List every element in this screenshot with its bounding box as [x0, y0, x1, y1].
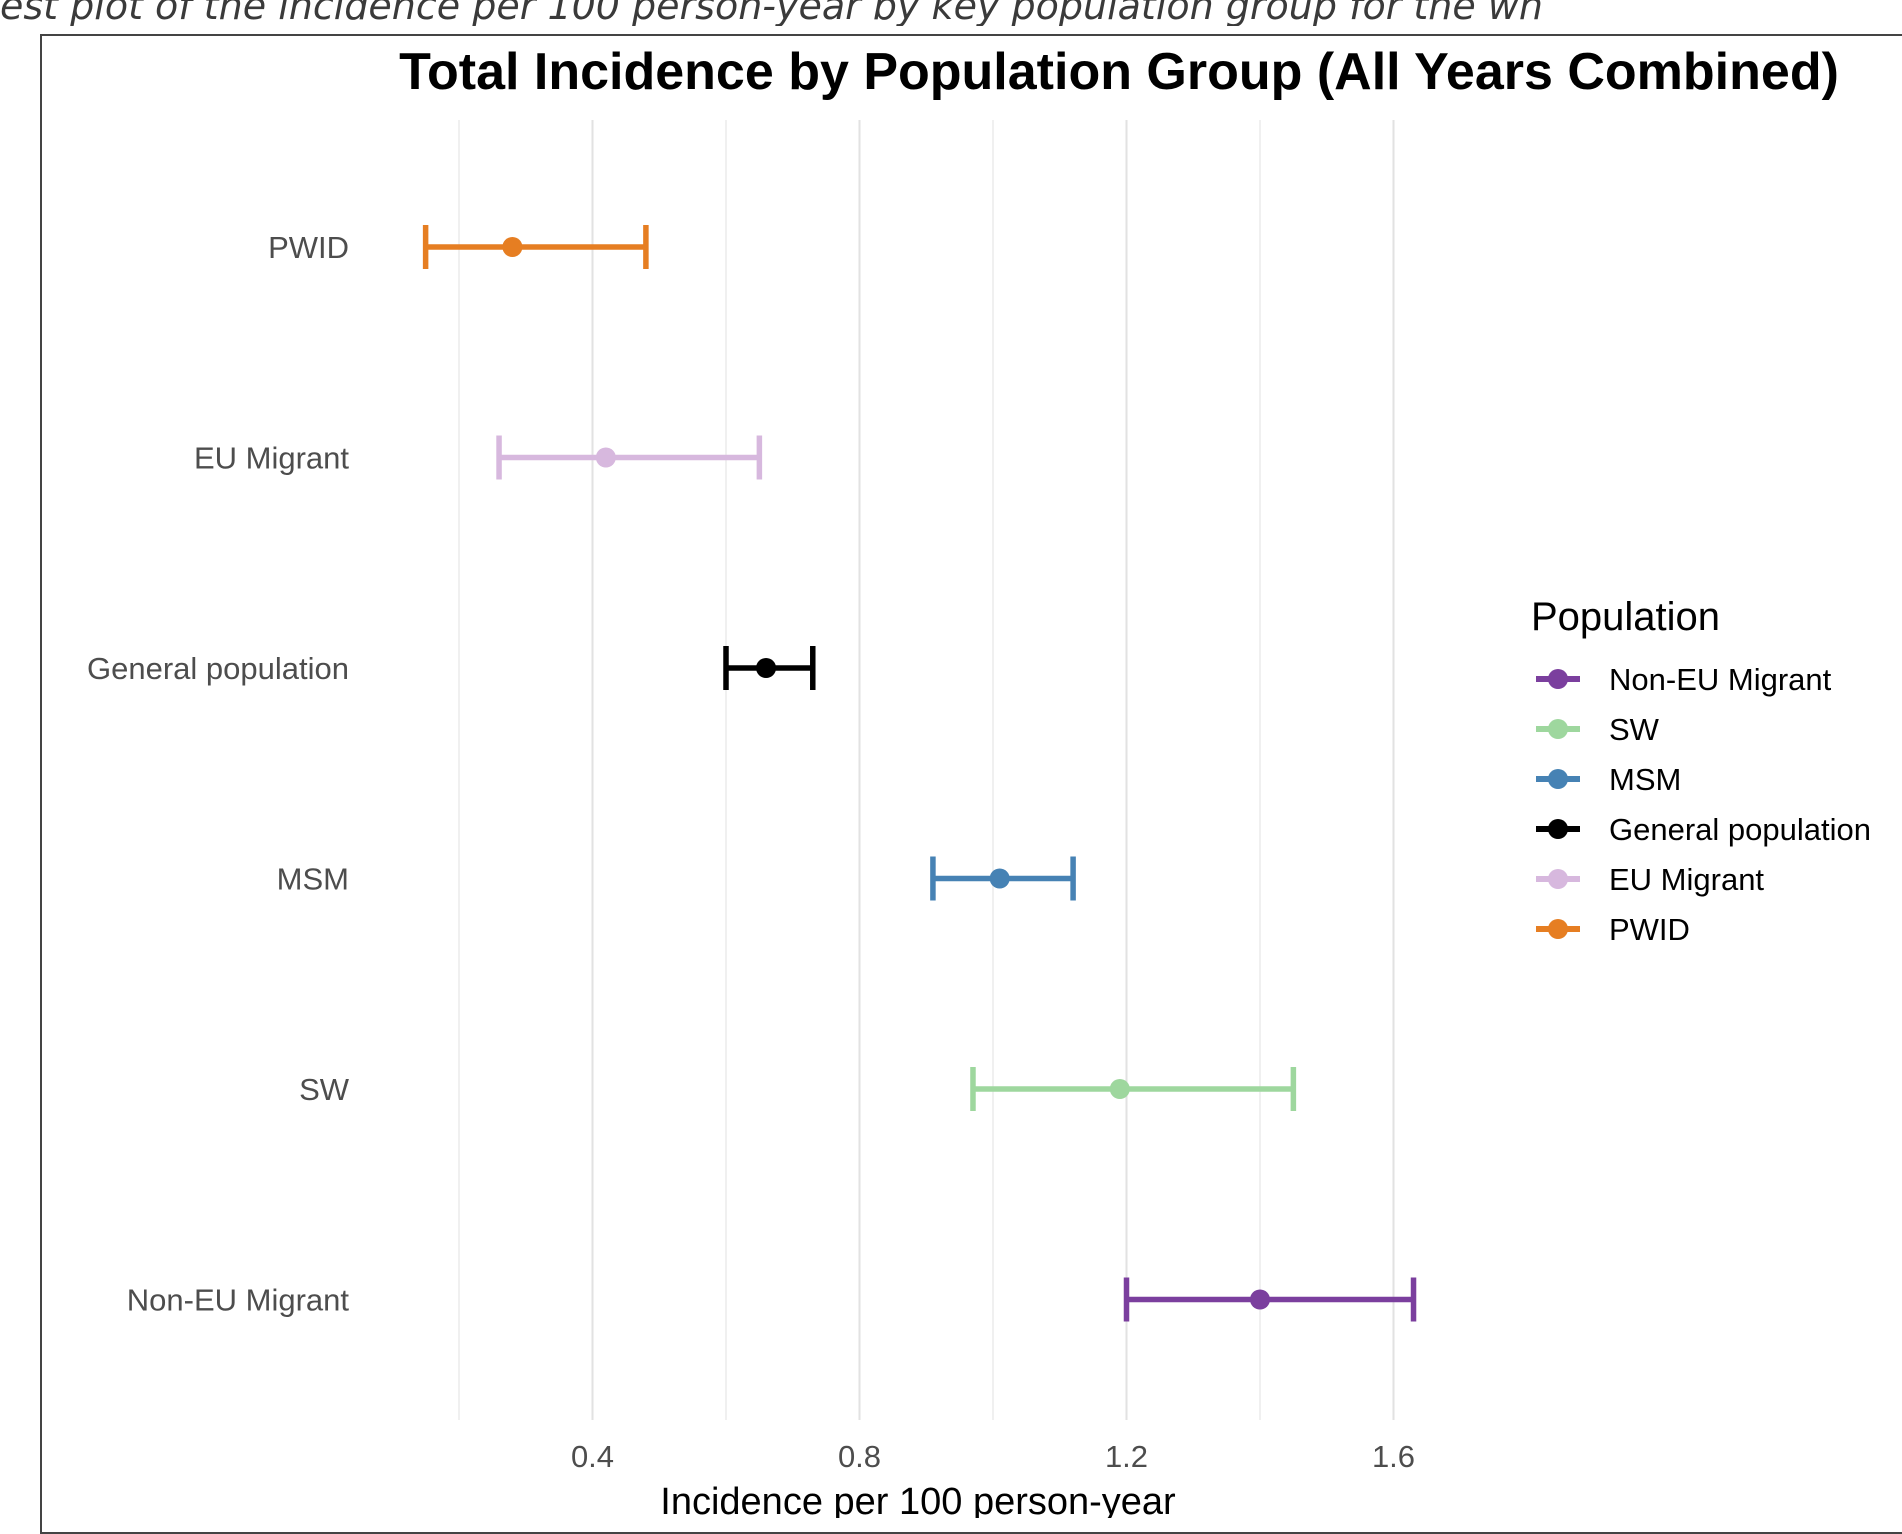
point-estimate — [502, 237, 523, 257]
error-bar-msm — [930, 856, 1076, 901]
legend-title: Population — [1531, 595, 1720, 639]
legend-key-dot — [1548, 869, 1568, 889]
x-tick-label: 0.8 — [838, 1439, 881, 1474]
figure-caption: est plot of the incidence per 100 person… — [0, 0, 1544, 26]
error-bar-pwid — [422, 225, 649, 269]
legend-label: Non-EU Migrant — [1609, 662, 1832, 697]
gridlines — [458, 120, 1395, 1420]
error-bar-sw — [970, 1067, 1297, 1111]
legend-key-dot — [1548, 919, 1568, 939]
y-tick-label: PWID — [268, 230, 349, 265]
y-tick-label: Non-EU Migrant — [127, 1283, 350, 1318]
error-bar-general-population — [723, 646, 816, 690]
x-axis-label: Incidence per 100 person-year — [660, 1481, 1176, 1518]
error-bars — [422, 225, 1417, 1322]
y-tick-label: SW — [299, 1072, 350, 1107]
chart-title: Total Incidence by Population Group (All… — [399, 43, 1839, 101]
legend-label: EU Migrant — [1609, 862, 1764, 897]
x-tick-label: 0.4 — [571, 1439, 614, 1474]
legend-item: MSM — [1536, 762, 1681, 797]
legend: Population Non-EU Migrant SW MSM General po… — [1531, 595, 1871, 947]
y-tick-label: MSM — [277, 862, 349, 897]
point-estimate — [756, 658, 777, 678]
legend-item: General population — [1536, 812, 1871, 847]
point-estimate — [1109, 1079, 1130, 1099]
legend-item: EU Migrant — [1536, 862, 1764, 897]
legend-item: Non-EU Migrant — [1536, 662, 1832, 697]
x-tick-label: 1.2 — [1105, 1439, 1148, 1474]
legend-key-dot — [1548, 719, 1568, 739]
x-axis-ticks: 0.4 0.8 1.2 1.6 — [571, 1439, 1415, 1474]
legend-key-dot — [1548, 769, 1568, 789]
y-axis-labels: PWID EU Migrant General population MSM SW Non… — [87, 230, 350, 1318]
legend-label: SW — [1609, 712, 1660, 747]
error-bar-eu-migrant — [496, 435, 763, 480]
legend-key-dot — [1548, 819, 1568, 839]
legend-label: General population — [1609, 812, 1871, 847]
legend-item: PWID — [1536, 912, 1690, 947]
legend-label: PWID — [1609, 912, 1690, 947]
y-tick-label: General population — [87, 651, 349, 686]
point-estimate — [595, 447, 616, 468]
y-tick-label: EU Migrant — [194, 441, 349, 476]
legend-key-dot — [1548, 669, 1568, 689]
x-tick-label: 1.6 — [1372, 1439, 1415, 1474]
point-estimate — [989, 868, 1010, 889]
legend-label: MSM — [1609, 762, 1681, 797]
error-bar-non-eu-migrant — [1123, 1277, 1417, 1322]
legend-item: SW — [1536, 712, 1660, 747]
point-estimate — [1250, 1289, 1270, 1310]
